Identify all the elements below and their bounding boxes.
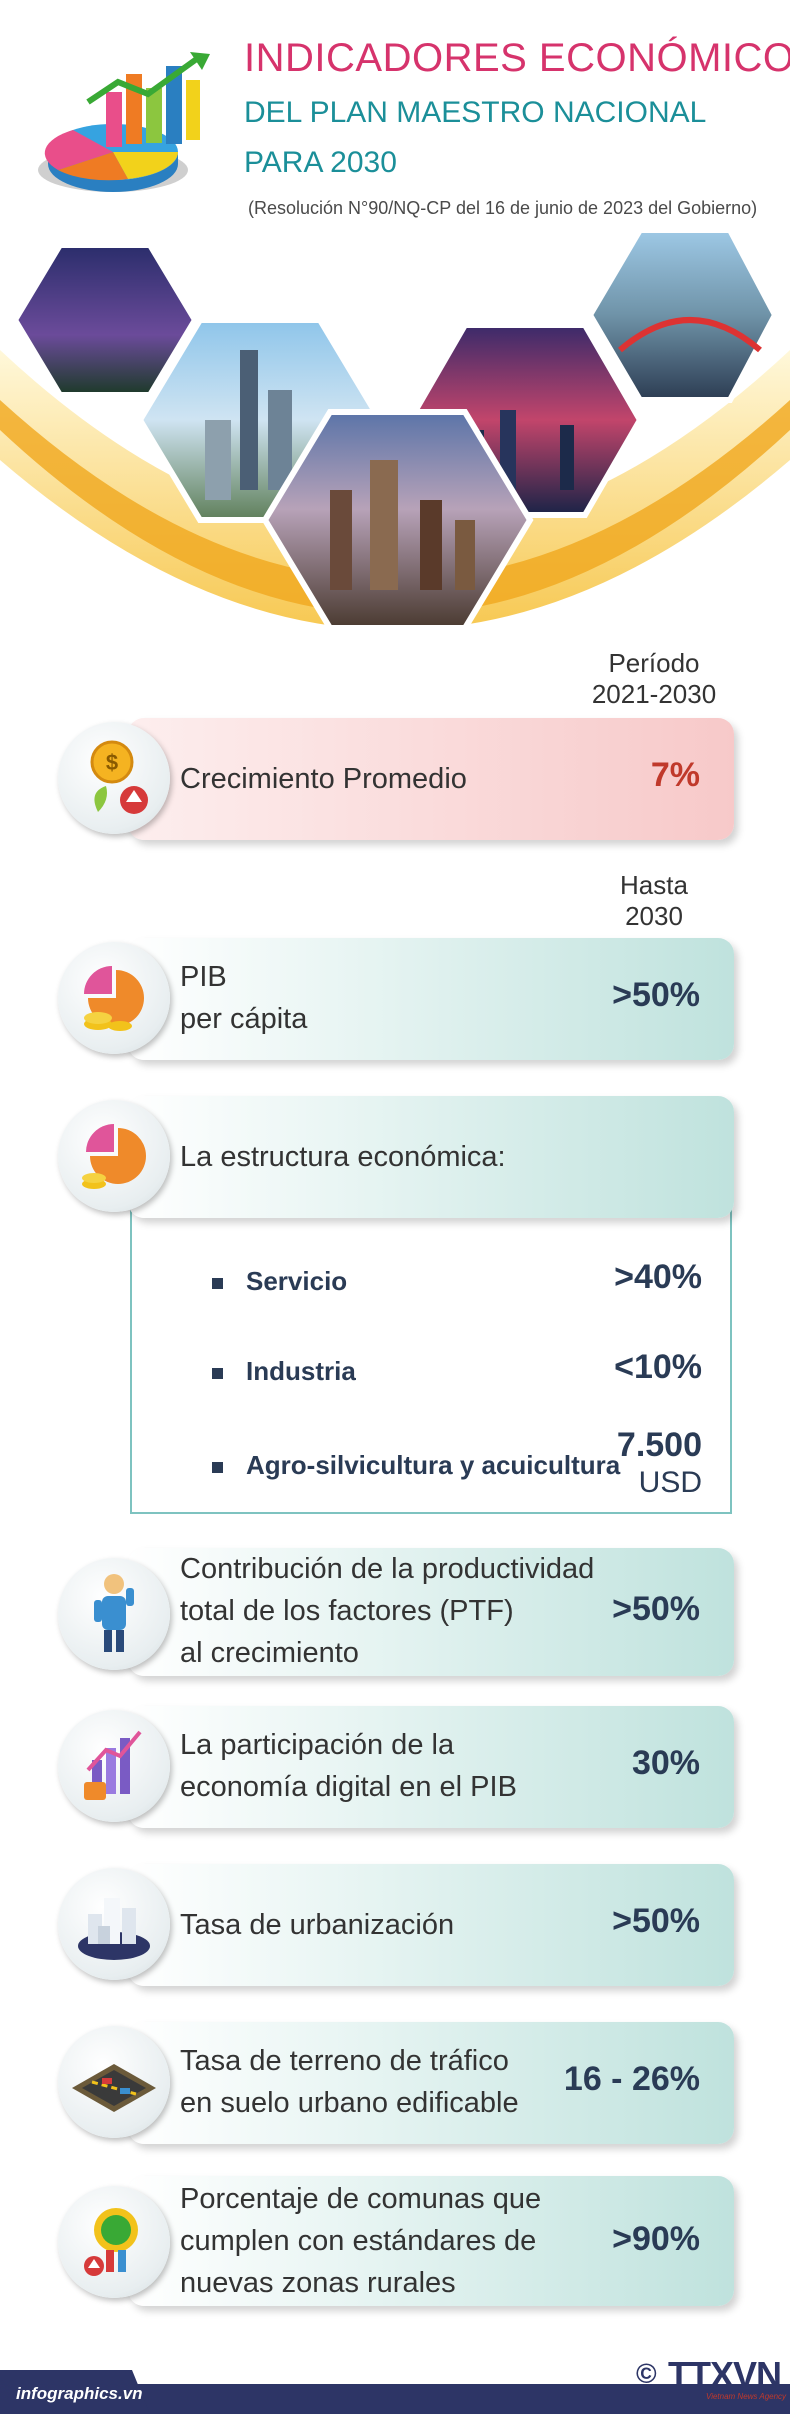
structure-row-label: Servicio bbox=[246, 1266, 348, 1296]
tfp-value: >50% bbox=[612, 1590, 700, 1628]
growth-icon-circle: $ bbox=[58, 722, 170, 834]
traffic-icon-circle bbox=[58, 2026, 170, 2138]
structure-row-service: Servicio >40% bbox=[182, 1254, 702, 1314]
economic-chart-logo-icon bbox=[38, 52, 210, 192]
tfp-line1: Contribución de la productividad bbox=[180, 1553, 595, 1585]
growth-value: 7% bbox=[650, 756, 700, 794]
structure-row-value: >40% bbox=[614, 1258, 702, 1296]
pie-chart-icon bbox=[82, 1124, 146, 1189]
title-line2: DEL PLAN MAESTRO NACIONAL bbox=[244, 96, 707, 129]
gdp-value: >50% bbox=[612, 976, 700, 1014]
city-hexagon-collage bbox=[0, 227, 790, 631]
bullet-icon bbox=[212, 1462, 223, 1473]
money-growth-icon: $ bbox=[90, 740, 148, 814]
svg-text:$: $ bbox=[106, 750, 118, 775]
period2-line1: Hasta bbox=[620, 870, 688, 900]
road-icon bbox=[72, 2064, 156, 2112]
title-line3: PARA 2030 bbox=[244, 146, 397, 179]
structure-row-unit: USD bbox=[638, 1466, 702, 1499]
gdp-label-line1: PIB bbox=[180, 961, 227, 993]
footer-site-link[interactable]: infographics.vn bbox=[16, 2384, 143, 2403]
copyright-symbol: © bbox=[636, 2358, 657, 2389]
worker-icon bbox=[94, 1574, 134, 1652]
structure-card: La estructura económica: bbox=[128, 1096, 734, 1218]
rural-line3: nuevas zonas rurales bbox=[180, 2267, 456, 2299]
growth-card: Crecimiento Promedio 7% bbox=[128, 718, 734, 840]
traffic-card: Tasa de terreno de tráfico en suelo urba… bbox=[128, 2022, 734, 2144]
digital-icon-circle bbox=[58, 1710, 170, 1822]
gdp-icon-circle bbox=[58, 942, 170, 1054]
period1-line1: Período bbox=[608, 648, 700, 678]
traffic-line1: Tasa de terreno de tráfico bbox=[180, 2045, 509, 2077]
rural-seal-icon bbox=[84, 2208, 138, 2276]
agency-logo: TTXVN bbox=[668, 2354, 782, 2395]
structure-breakdown-box: Servicio >40% Industria <10% Agro-silvic… bbox=[130, 1166, 732, 1514]
tfp-line2: total de los factores (PTF) bbox=[180, 1595, 514, 1627]
bullet-icon bbox=[212, 1368, 223, 1379]
structure-row-value: <10% bbox=[614, 1348, 702, 1386]
traffic-value: 16 - 26% bbox=[563, 2060, 700, 2098]
rural-value: >90% bbox=[612, 2220, 700, 2258]
digital-value: 30% bbox=[631, 1744, 700, 1782]
gdp-label-line2: per cápita bbox=[180, 1003, 308, 1035]
urban-label: Tasa de urbanización bbox=[180, 1909, 455, 1941]
structure-row-label: Industria bbox=[246, 1356, 356, 1386]
rural-card: Porcentaje de comunas que cumplen con es… bbox=[128, 2176, 734, 2306]
tfp-card: Contribución de la productividad total d… bbox=[128, 1548, 734, 1676]
gdp-card: PIB per cápita >50% bbox=[128, 938, 734, 1060]
traffic-line2: en suelo urbano edificable bbox=[180, 2087, 519, 2119]
structure-row-industry: Industria <10% bbox=[182, 1344, 702, 1404]
urban-value: >50% bbox=[612, 1902, 700, 1940]
subtitle: (Resolución N°90/NQ-CP del 16 de junio d… bbox=[248, 198, 758, 218]
rural-icon-circle bbox=[58, 2186, 170, 2298]
period2-line2: 2030 bbox=[625, 901, 683, 932]
bullet-icon bbox=[212, 1278, 223, 1289]
structure-row-label: Agro-silvicultura y acuicultura bbox=[246, 1450, 621, 1480]
rural-line2: cumplen con estándares de bbox=[180, 2225, 537, 2257]
title-line1: INDICADORES ECONÓMICOS bbox=[244, 36, 790, 80]
city-blocks-icon bbox=[78, 1898, 150, 1960]
digital-chart-icon bbox=[84, 1730, 142, 1800]
structure-row-agriculture: Agro-silvicultura y acuicultura 7.500 US… bbox=[182, 1426, 702, 1499]
digital-line2: economía digital en el PIB bbox=[180, 1771, 517, 1803]
structure-label: La estructura económica: bbox=[180, 1141, 506, 1173]
tfp-line3: al crecimiento bbox=[180, 1637, 359, 1669]
growth-label: Crecimiento Promedio bbox=[180, 763, 467, 795]
tfp-icon-circle bbox=[58, 1558, 170, 1670]
pie-coins-icon bbox=[84, 966, 144, 1031]
urban-card: Tasa de urbanización >50% bbox=[128, 1864, 734, 1986]
digital-card: La participación de la economía digital … bbox=[128, 1706, 734, 1828]
footer-tab bbox=[0, 2370, 150, 2414]
agency-subtitle: Vietnam News Agency bbox=[706, 2392, 787, 2401]
period1-line2: 2021-2030 bbox=[591, 679, 717, 710]
rural-line1: Porcentaje de comunas que bbox=[180, 2183, 542, 2215]
structure-row-value: 7.500 bbox=[616, 1426, 702, 1464]
digital-line1: La participación de la bbox=[180, 1729, 455, 1761]
urban-icon-circle bbox=[58, 1868, 170, 1980]
period-header-2: Hasta 2030 bbox=[574, 870, 734, 932]
structure-icon-circle bbox=[58, 1100, 170, 1212]
period-header-1: Período 2021-2030 bbox=[574, 648, 734, 710]
